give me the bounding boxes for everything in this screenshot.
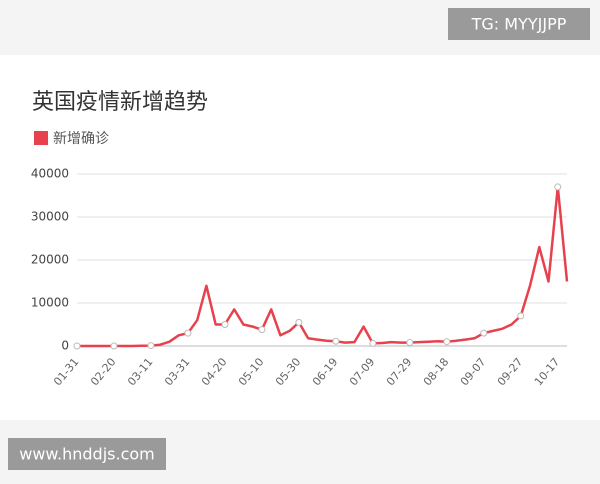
point (406, 339, 414, 347)
point (110, 342, 118, 350)
y-tick-label: 10000 (31, 296, 69, 310)
card (0, 55, 600, 420)
legend-swatch (34, 131, 48, 145)
watermark-box (8, 438, 166, 470)
y-tick-label: 20000 (31, 253, 69, 267)
point (73, 342, 81, 350)
point (295, 318, 303, 326)
y-tick-label: 0 (61, 339, 69, 353)
chart-title: 英国疫情新增趋势 (32, 90, 208, 115)
point (332, 337, 340, 345)
point (184, 329, 192, 337)
point (480, 329, 488, 337)
watermark: www.hnddjs.com (19, 445, 155, 464)
watermark: TG: MYYJJPP (471, 15, 567, 34)
point (443, 338, 451, 346)
point (517, 312, 525, 320)
point (147, 342, 155, 350)
point (258, 326, 266, 334)
point (369, 339, 377, 347)
y-tick-label: 40000 (31, 167, 69, 181)
y-tick-label: 30000 (31, 210, 69, 224)
legend-label: 新增确诊 (53, 131, 109, 147)
point (554, 183, 562, 191)
watermark-box (448, 8, 590, 40)
point (221, 321, 229, 328)
